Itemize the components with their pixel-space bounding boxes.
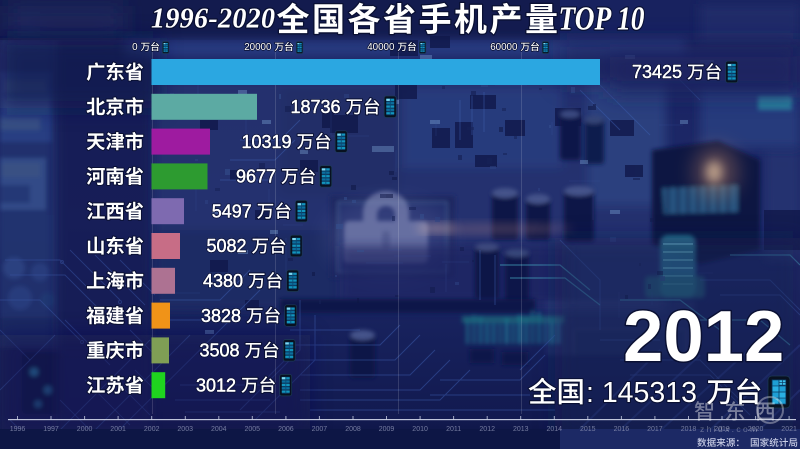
svg-text:9677: 9677 xyxy=(236,167,276,187)
svg-text:2003: 2003 xyxy=(177,426,193,433)
svg-text:3012: 3012 xyxy=(196,375,236,395)
svg-text:5497: 5497 xyxy=(212,201,252,221)
svg-text:2009: 2009 xyxy=(379,426,395,433)
svg-text:2013: 2013 xyxy=(513,426,529,433)
svg-text:10319: 10319 xyxy=(242,132,292,152)
svg-text:2017: 2017 xyxy=(647,426,663,433)
svg-text:TOP 10: TOP 10 xyxy=(559,1,645,38)
svg-text:4380: 4380 xyxy=(203,271,243,291)
svg-text:18736: 18736 xyxy=(291,97,341,117)
svg-text:10319: 10319 xyxy=(242,132,292,152)
svg-text:2002: 2002 xyxy=(144,426,160,433)
svg-text:3508: 3508 xyxy=(200,341,240,361)
svg-text:2011: 2011 xyxy=(446,426,461,433)
svg-text:3508: 3508 xyxy=(200,341,240,361)
svg-text:2014: 2014 xyxy=(547,426,563,433)
svg-text:2006: 2006 xyxy=(278,426,294,433)
svg-text:2005: 2005 xyxy=(245,426,261,433)
svg-text:2012: 2012 xyxy=(623,296,784,377)
svg-text:0: 0 xyxy=(132,42,138,53)
svg-text:2008: 2008 xyxy=(345,426,361,433)
svg-text:18736: 18736 xyxy=(291,97,341,117)
svg-text:2016: 2016 xyxy=(614,426,630,433)
svg-text:73425: 73425 xyxy=(632,62,682,82)
svg-text:2012: 2012 xyxy=(479,426,495,433)
svg-text:2018: 2018 xyxy=(681,426,697,433)
svg-text:5082: 5082 xyxy=(207,236,247,256)
svg-text:2020: 2020 xyxy=(748,426,764,433)
svg-text:2021: 2021 xyxy=(781,426,797,433)
svg-text:2001: 2001 xyxy=(110,426,126,433)
svg-text:40000: 40000 xyxy=(367,42,395,53)
svg-text:60000: 60000 xyxy=(490,42,518,53)
svg-text:2010: 2010 xyxy=(412,426,428,433)
svg-text:1996-2020: 1996-2020 xyxy=(151,3,275,34)
svg-text:1996: 1996 xyxy=(10,426,26,433)
svg-text:: 145313: : 145313 xyxy=(586,377,697,409)
svg-text:3828: 3828 xyxy=(201,306,241,326)
svg-text:5497: 5497 xyxy=(212,201,252,221)
svg-text:2004: 2004 xyxy=(211,426,227,433)
svg-text:73425: 73425 xyxy=(632,62,682,82)
svg-text:3828: 3828 xyxy=(201,306,241,326)
svg-text:20000: 20000 xyxy=(244,42,272,53)
svg-text:4380: 4380 xyxy=(203,271,243,291)
svg-text:9677: 9677 xyxy=(236,167,276,187)
svg-text:z h i d x . c o m: z h i d x . c o m xyxy=(700,424,757,434)
svg-text:1997: 1997 xyxy=(43,426,59,433)
svg-text:3012: 3012 xyxy=(196,375,236,395)
svg-text:2000: 2000 xyxy=(77,426,93,433)
svg-text:2015: 2015 xyxy=(580,426,596,433)
svg-text:2007: 2007 xyxy=(312,426,328,433)
svg-text:2019: 2019 xyxy=(714,426,730,433)
svg-text:5082: 5082 xyxy=(207,236,247,256)
